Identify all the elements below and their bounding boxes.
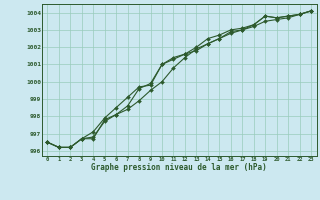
- X-axis label: Graphe pression niveau de la mer (hPa): Graphe pression niveau de la mer (hPa): [91, 163, 267, 172]
